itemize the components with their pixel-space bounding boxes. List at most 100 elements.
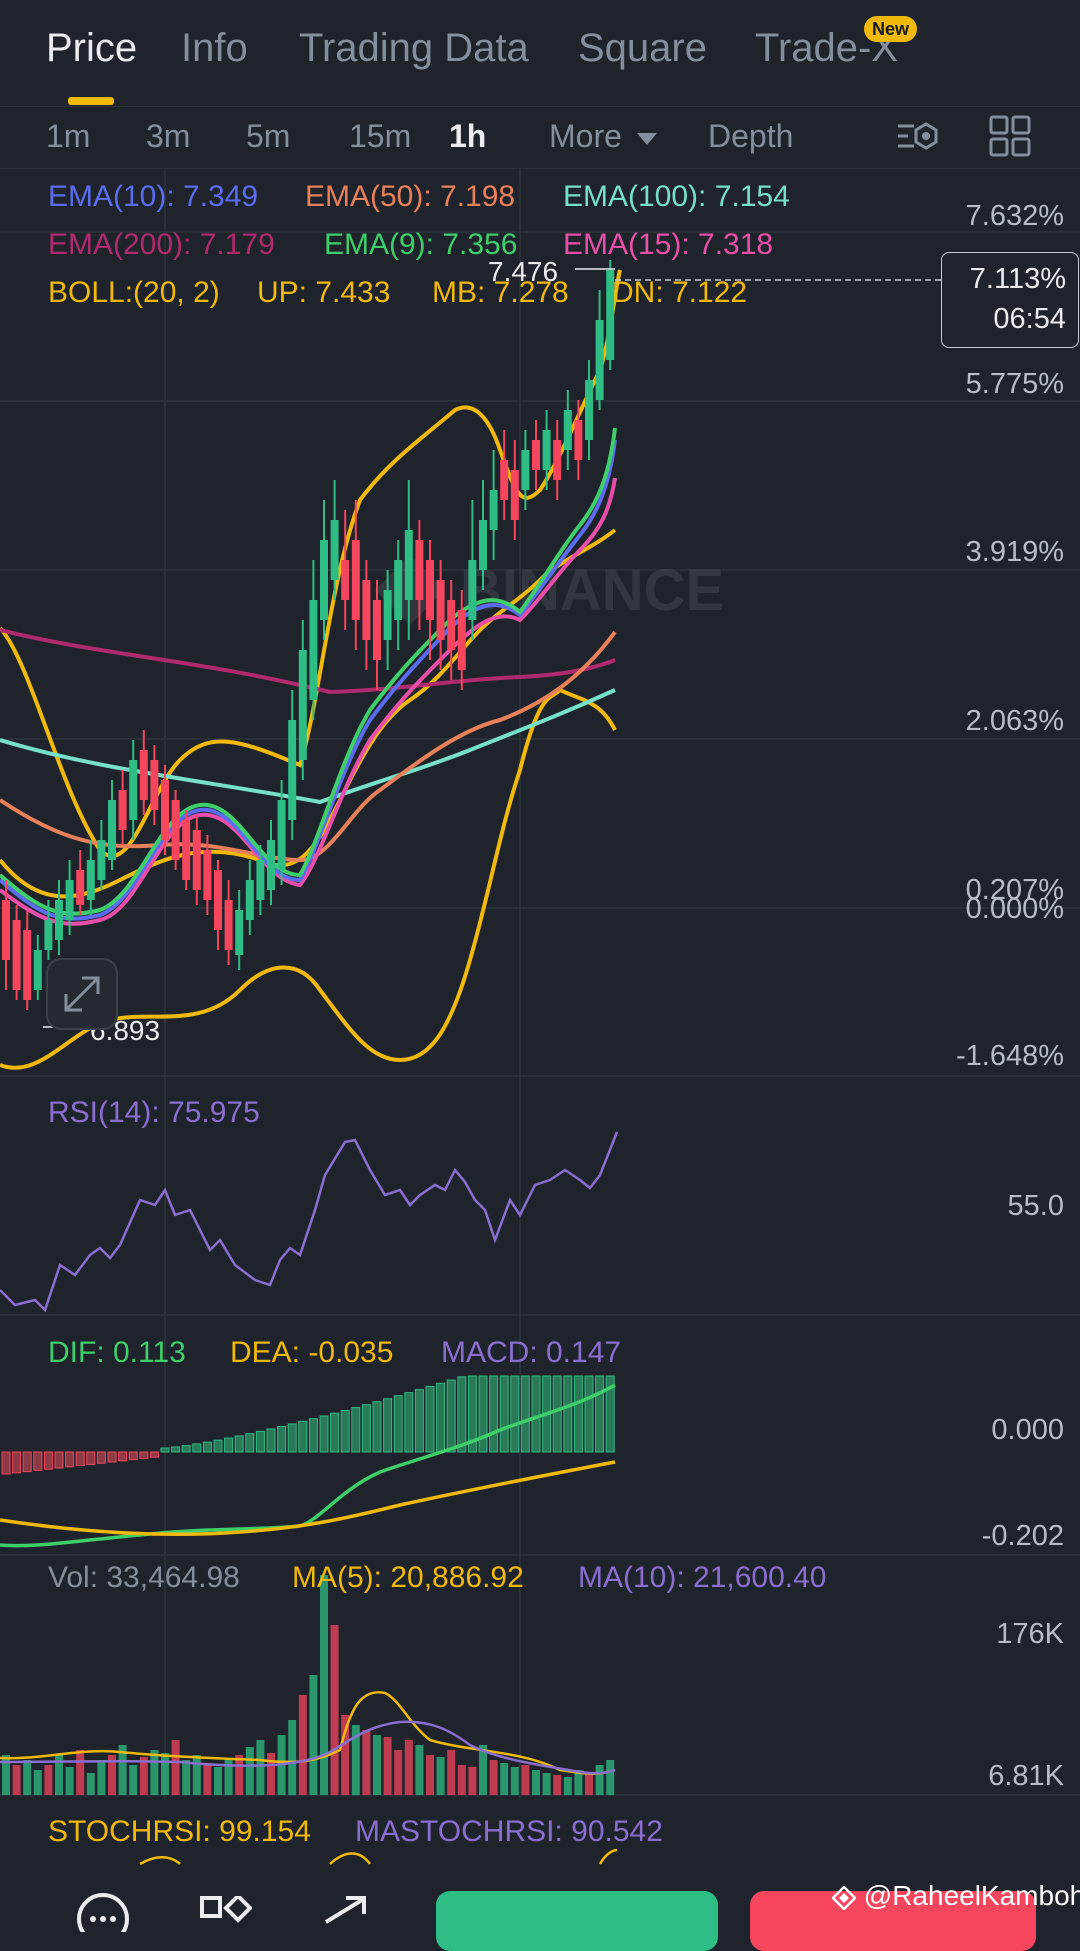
macd-bar	[531, 1375, 541, 1453]
mastochrsi-value: MASTOCHRSI: 90.542	[355, 1815, 663, 1848]
interval-1m[interactable]: 1m	[46, 118, 91, 154]
macd-bar	[340, 1409, 350, 1453]
volume-bar	[436, 1757, 445, 1795]
depth-tab[interactable]: Depth	[708, 118, 794, 154]
macd-bar	[330, 1412, 340, 1453]
volume-bar	[373, 1735, 381, 1795]
candle-body	[23, 930, 32, 1000]
interval-5m[interactable]: 5m	[246, 118, 291, 154]
candle-body	[33, 950, 42, 990]
more-dropdown[interactable]: More	[549, 106, 659, 166]
macd-bar	[65, 1451, 75, 1468]
candle-body	[404, 530, 413, 600]
volume-bar	[394, 1750, 403, 1795]
macd-bar	[595, 1375, 605, 1453]
macd-bar	[436, 1382, 446, 1453]
tab-trading-data[interactable]: Trading Data	[299, 26, 529, 70]
active-tab-indicator	[68, 97, 114, 105]
macd-histogram	[1, 1375, 615, 1475]
macd-bar	[213, 1439, 223, 1453]
binance-logo-icon	[831, 1884, 857, 1911]
macd-bar	[118, 1451, 128, 1462]
candle-body	[171, 800, 180, 860]
macd-bar	[467, 1375, 477, 1453]
tab-square[interactable]: Square	[578, 26, 707, 70]
current-price-pct: 7.113%	[969, 263, 1066, 295]
macd-bar	[171, 1446, 181, 1453]
ema200-value: EMA(200): 7.179	[48, 228, 275, 261]
macd-bar	[266, 1428, 276, 1453]
volume-bar	[468, 1767, 477, 1795]
buy-button[interactable]	[436, 1891, 718, 1951]
tab-info[interactable]: Info	[181, 26, 248, 70]
macd-bar	[234, 1435, 244, 1453]
current-price-box: 7.113% 06:54	[941, 252, 1079, 348]
ema9-value: EMA(9): 7.356	[324, 228, 518, 261]
macd-bar	[75, 1451, 85, 1467]
chat-icon[interactable]	[76, 1892, 130, 1932]
candle-body	[415, 540, 424, 600]
boll-up-value: UP: 7.433	[257, 276, 391, 309]
share-arrow-icon[interactable]	[320, 1894, 370, 1924]
ema-lines	[0, 427, 617, 926]
expand-chart-icon[interactable]	[46, 958, 118, 1030]
ema200-line	[0, 628, 616, 695]
volume-bar	[479, 1745, 487, 1795]
candle-body	[457, 610, 466, 670]
candle-body	[532, 440, 540, 470]
new-badge: New	[864, 16, 918, 42]
macd-bar	[457, 1376, 467, 1453]
volume-bar	[108, 1755, 116, 1795]
candle-body	[563, 410, 572, 450]
price-axis-label: 5.775%	[965, 368, 1064, 400]
volume-bar	[267, 1753, 275, 1795]
candle-body	[118, 790, 127, 830]
vol-ma10-line	[0, 1720, 616, 1775]
interval-1h[interactable]: 1h	[449, 118, 487, 154]
candle-body	[256, 860, 265, 900]
macd-dif-line	[0, 1383, 616, 1548]
volume-bar	[245, 1747, 254, 1795]
interval-15m[interactable]: 15m	[349, 118, 412, 154]
layout-grid-icon[interactable]	[988, 114, 1032, 158]
macd-bar	[22, 1451, 32, 1473]
candle-body	[44, 920, 53, 950]
vol-ma10-value: MA(10): 21,600.40	[578, 1561, 827, 1594]
volume-bar	[383, 1737, 392, 1795]
macd-bar	[489, 1375, 499, 1453]
interval-3m[interactable]: 3m	[146, 118, 191, 154]
volume-bar	[150, 1750, 159, 1795]
price-axis-label: 3.919%	[965, 536, 1064, 568]
vol-axis-top: 176K	[996, 1618, 1064, 1650]
macd-bar	[552, 1375, 562, 1453]
grid-shapes-icon[interactable]	[200, 1896, 252, 1926]
high-price-marker: 7.476	[488, 256, 558, 287]
candle-body	[12, 920, 21, 990]
candle-body	[150, 760, 159, 810]
candle-body	[192, 830, 201, 890]
vol-ma5-line	[0, 1691, 616, 1775]
candle-countdown: 06:54	[993, 303, 1066, 335]
price-axis-label: 2.063%	[965, 705, 1064, 737]
candle-body	[510, 470, 519, 520]
candle-body	[447, 600, 456, 650]
indicator-settings-icon[interactable]	[894, 116, 940, 156]
price-axis-label: 0.207%	[965, 874, 1064, 906]
macd-bar	[192, 1443, 202, 1453]
macd-bar	[202, 1441, 212, 1453]
macd-bar	[160, 1447, 170, 1453]
macd-bar	[404, 1392, 414, 1453]
macd-bar	[12, 1451, 22, 1474]
candle-body	[373, 600, 381, 660]
candle-body	[479, 520, 487, 570]
rsi-axis-label: 55.0	[1007, 1190, 1064, 1222]
candle-body	[330, 520, 339, 580]
volume-bar	[256, 1740, 265, 1795]
tab-price[interactable]: Price	[46, 26, 138, 70]
price-axis-label: 7.632%	[965, 200, 1064, 232]
volume-bar	[214, 1767, 222, 1795]
volume-bar	[500, 1763, 509, 1795]
candle-body	[351, 540, 360, 620]
candle-body	[97, 840, 106, 880]
